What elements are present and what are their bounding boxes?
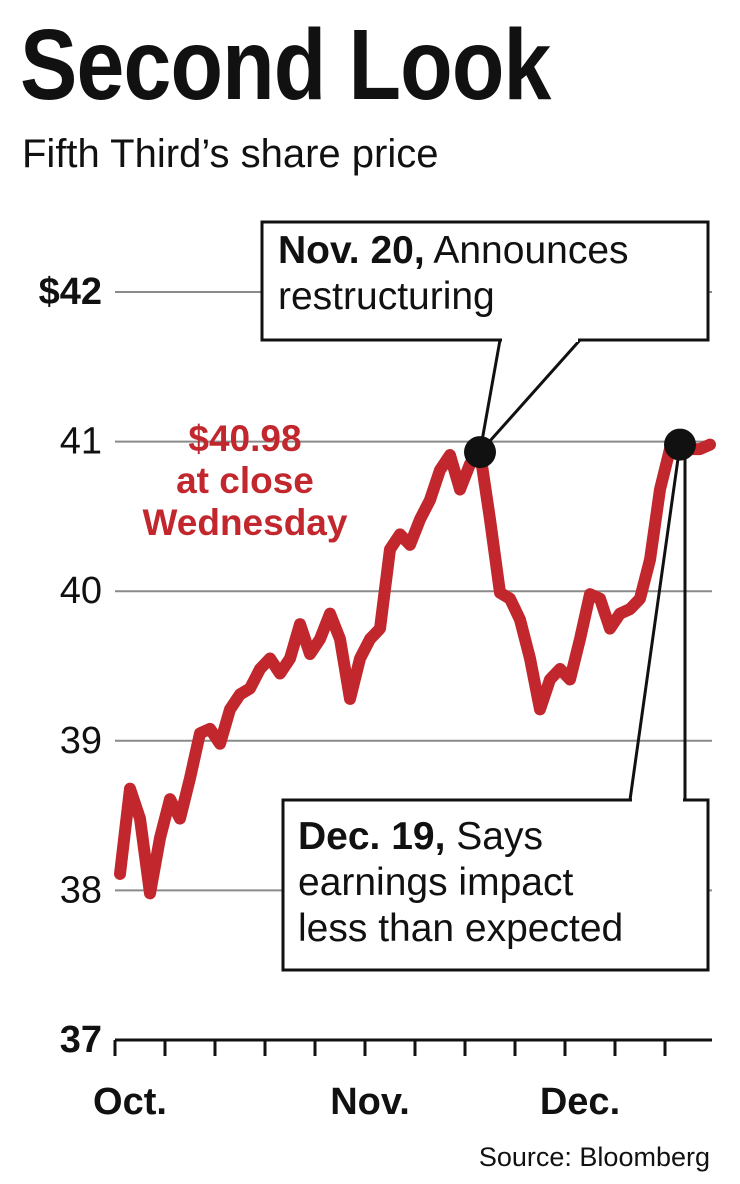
annotation-text: less than expected — [298, 907, 624, 950]
y-tick-label: 41 — [60, 421, 102, 463]
event-dot — [464, 436, 496, 469]
annotation-text: Says — [456, 815, 543, 858]
price-line — [114, 438, 716, 900]
x-tick-label: Nov. — [330, 1081, 410, 1123]
y-tick-label: 38 — [60, 869, 102, 911]
y-tick-label: $42 — [39, 271, 102, 313]
x-tick-label: Oct. — [93, 1081, 167, 1123]
value-label: $40.98 — [188, 418, 302, 459]
y-tick-label: 40 — [60, 570, 102, 612]
y-tick-label: 37 — [60, 1019, 102, 1061]
source: Source: Bloomberg — [478, 1142, 710, 1172]
annotation-date: Nov. 20, — [278, 229, 425, 272]
ticks: 37 38 39 40 41 $42 Oct. Nov. Dec. — [39, 271, 621, 1123]
axes — [113, 1038, 712, 1056]
annotation-text: restructuring — [278, 275, 495, 318]
callout-pointer — [477, 339, 582, 458]
callout-box — [281, 798, 710, 972]
annotation: Nov. 20, Announces restructuring — [278, 228, 629, 320]
annotation-text: Announces — [433, 229, 629, 272]
annotation-date: Dec. 19, — [298, 815, 446, 858]
close-note: Wednesday — [142, 502, 348, 543]
close-note: at close — [176, 460, 314, 501]
y-tick-label: 39 — [60, 720, 102, 762]
chart-subtitle: Fifth Third’s share price — [22, 132, 439, 176]
annotation: Dec. 19, Says earnings impact less than ex… — [298, 814, 623, 952]
series — [114, 438, 716, 900]
x-tick-label: Dec. — [540, 1081, 620, 1123]
chart-title: Second Look — [20, 9, 551, 121]
annotation-text: earnings impact — [298, 861, 574, 904]
callout-box — [260, 220, 710, 342]
event-dot — [664, 428, 696, 461]
close-label: $40.98 at close Wednesday — [110, 418, 380, 544]
